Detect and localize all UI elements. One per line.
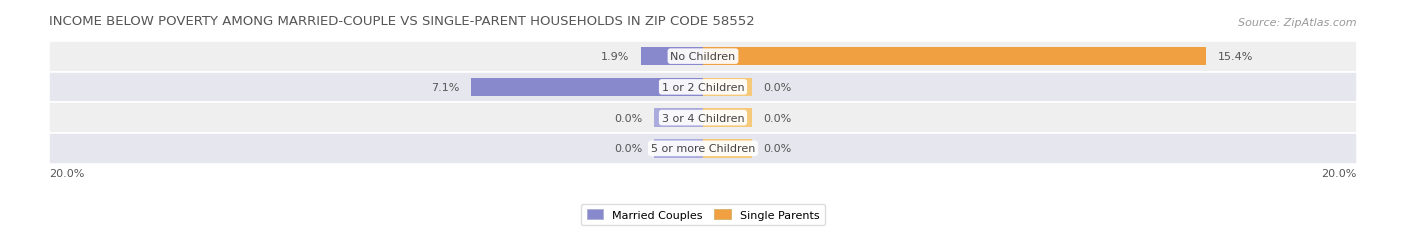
Text: 1 or 2 Children: 1 or 2 Children bbox=[662, 82, 744, 92]
Text: No Children: No Children bbox=[671, 52, 735, 62]
Text: 0.0%: 0.0% bbox=[614, 113, 643, 123]
Text: 0.0%: 0.0% bbox=[614, 144, 643, 154]
Text: 3 or 4 Children: 3 or 4 Children bbox=[662, 113, 744, 123]
Bar bbox=[49, 103, 1357, 133]
Text: 1.9%: 1.9% bbox=[602, 52, 630, 62]
Text: 5 or more Children: 5 or more Children bbox=[651, 144, 755, 154]
Bar bbox=[703, 140, 752, 158]
Text: 0.0%: 0.0% bbox=[763, 144, 792, 154]
Bar bbox=[654, 109, 703, 127]
Text: 20.0%: 20.0% bbox=[49, 169, 84, 179]
Text: 0.0%: 0.0% bbox=[763, 113, 792, 123]
Text: 15.4%: 15.4% bbox=[1218, 52, 1253, 62]
Bar bbox=[703, 78, 752, 97]
Bar bbox=[471, 78, 703, 97]
Text: INCOME BELOW POVERTY AMONG MARRIED-COUPLE VS SINGLE-PARENT HOUSEHOLDS IN ZIP COD: INCOME BELOW POVERTY AMONG MARRIED-COUPL… bbox=[49, 15, 755, 28]
Bar bbox=[49, 133, 1357, 164]
Bar bbox=[49, 42, 1357, 72]
Text: Source: ZipAtlas.com: Source: ZipAtlas.com bbox=[1239, 18, 1357, 28]
Bar bbox=[654, 140, 703, 158]
Text: 7.1%: 7.1% bbox=[432, 82, 460, 92]
Bar bbox=[49, 72, 1357, 103]
Legend: Married Couples, Single Parents: Married Couples, Single Parents bbox=[581, 204, 825, 225]
Bar bbox=[703, 48, 1206, 66]
Text: 0.0%: 0.0% bbox=[763, 82, 792, 92]
Text: 20.0%: 20.0% bbox=[1322, 169, 1357, 179]
Bar bbox=[703, 109, 752, 127]
Bar bbox=[641, 48, 703, 66]
